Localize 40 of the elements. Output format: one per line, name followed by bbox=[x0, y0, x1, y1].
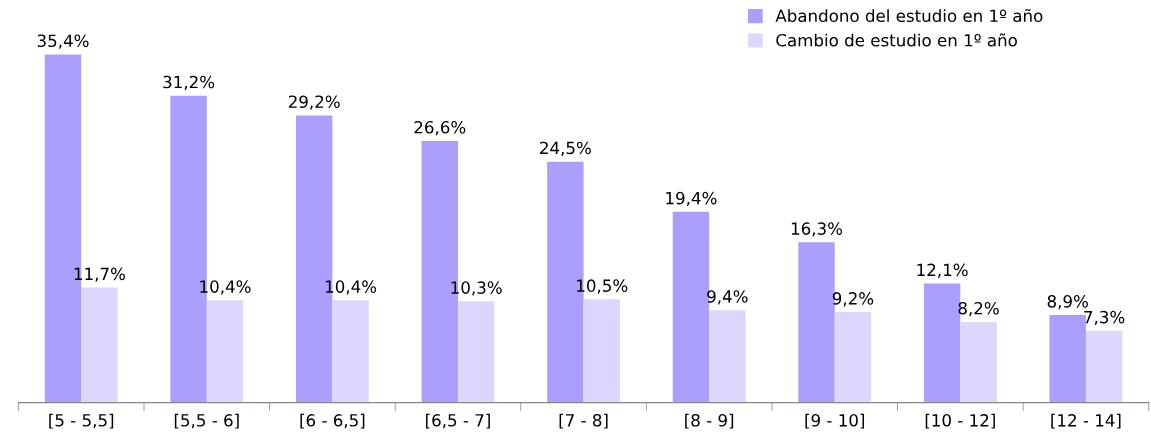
data-label: 10,4% bbox=[200, 280, 251, 295]
data-label: 10,5% bbox=[577, 279, 628, 294]
x-tick-label: [12 - 14] bbox=[1051, 413, 1121, 429]
data-label: 7,3% bbox=[1084, 310, 1125, 326]
bar bbox=[457, 301, 495, 403]
data-label: 24,5% bbox=[540, 141, 591, 156]
bar bbox=[1085, 330, 1123, 403]
bar bbox=[81, 287, 118, 403]
bar bbox=[583, 299, 620, 403]
data-label: 12,1% bbox=[917, 263, 968, 278]
data-label: 16,3% bbox=[791, 222, 843, 237]
bar bbox=[960, 321, 997, 403]
data-label: 10,3% bbox=[451, 281, 502, 296]
data-label: 8,2% bbox=[958, 301, 999, 317]
data-label: 35,4% bbox=[37, 34, 89, 49]
data-label: 26,6% bbox=[414, 120, 466, 136]
legend-label: Abandono del estudio en 1º año bbox=[775, 8, 1043, 23]
data-label: 9,2% bbox=[832, 292, 874, 307]
x-tick-label: [9 - 10] bbox=[805, 413, 865, 429]
x-tick-label: [5 - 5,5] bbox=[49, 413, 114, 429]
x-tick-label: [8 - 9] bbox=[685, 413, 734, 429]
data-label: 29,2% bbox=[288, 95, 340, 110]
bar bbox=[206, 300, 244, 403]
bar bbox=[332, 300, 369, 403]
legend-label: Cambio de estudio en 1º año bbox=[776, 33, 1017, 47]
data-label: 8,9% bbox=[1047, 295, 1088, 310]
bar bbox=[834, 312, 872, 403]
bar bbox=[709, 310, 746, 403]
data-label: 9,4% bbox=[707, 290, 748, 305]
x-tick-label: [7 - 8] bbox=[559, 413, 608, 429]
x-tick-label: [6,5 - 7] bbox=[426, 413, 490, 429]
bar bbox=[1049, 315, 1086, 403]
x-tick-label: [6 - 6,5] bbox=[300, 413, 365, 429]
data-label: 11,7% bbox=[74, 267, 125, 282]
x-tick-label: [10 - 12] bbox=[925, 413, 995, 429]
x-tick-label: [5,5 - 6] bbox=[174, 413, 239, 429]
bar bbox=[798, 242, 835, 403]
data-label: 10,4% bbox=[325, 280, 377, 295]
data-label: 19,4% bbox=[666, 191, 717, 207]
data-label: 31,2% bbox=[163, 75, 215, 91]
